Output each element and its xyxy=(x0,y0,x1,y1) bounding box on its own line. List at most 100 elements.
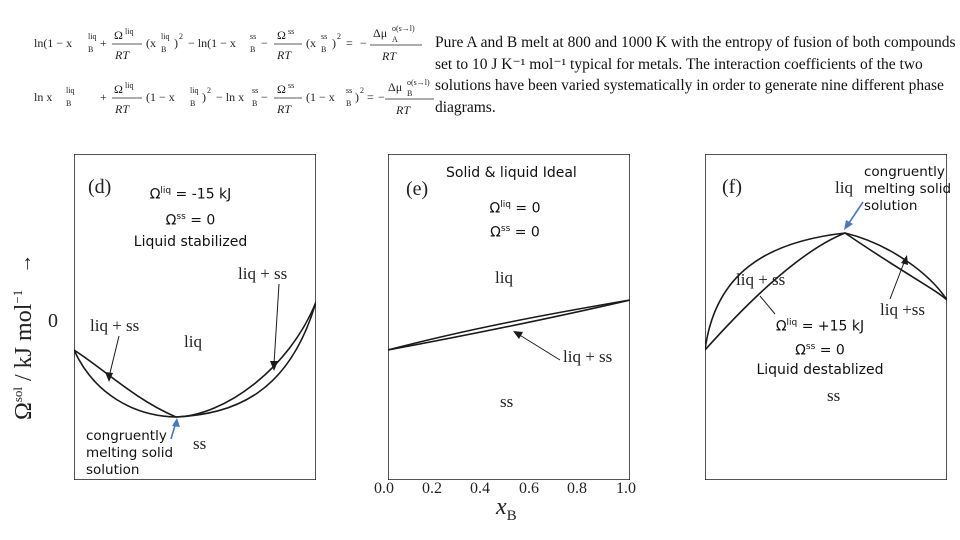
eq1-dmu-sub: A xyxy=(392,35,398,44)
eq2-ss-sup: ss xyxy=(252,86,258,95)
panel-d-omega-ss: Ω xyxy=(165,212,177,229)
eq1-minus-2: − xyxy=(360,36,367,50)
panel-e-liq-ss: liq + ss xyxy=(563,347,613,366)
panel-d-note: Liquid stabilized xyxy=(133,234,248,251)
panel-f-letter: (f) xyxy=(722,176,742,198)
eq2-sq-2: 2 xyxy=(360,86,364,95)
x-tick-2: 0.4 xyxy=(470,480,490,497)
x-axis-label: xB xyxy=(496,494,517,525)
eq1-rt-2: RT xyxy=(276,48,292,62)
eq1-x-sup: liq xyxy=(161,32,169,41)
x-axis-sub: B xyxy=(506,507,517,524)
x-tick-5: 1.0 xyxy=(616,480,636,497)
panel-e-omega-ss: Ω xyxy=(490,224,501,241)
panel-f-upper-curve xyxy=(705,232,947,351)
panel-f-plot xyxy=(705,154,947,480)
panel-f-annotation: Ωliq = +15 kJ Ωss = 0 Liquid destablized xyxy=(745,314,895,379)
eq1-x-2: (x xyxy=(306,36,316,50)
eq1-ln-term: ln(1 − x xyxy=(34,36,72,50)
eq1-x2-sub: B xyxy=(321,45,326,54)
eq2-plus: + xyxy=(100,90,107,104)
panel-f-omega-ss: Ω xyxy=(795,342,806,359)
eq2-sq: 2 xyxy=(207,86,211,95)
panel-d-congruent-note: congruently melting solid solution xyxy=(86,428,173,479)
eq2-paren-2: ) xyxy=(355,90,359,104)
eq1-b-sub: B xyxy=(88,45,93,54)
eq1-omega-ss: Ω xyxy=(277,28,286,42)
panel-d-omega-liq: Ω xyxy=(149,186,161,203)
panel-e-plot xyxy=(388,154,630,480)
eq2-omega-liq: Ω xyxy=(114,82,123,96)
y-axis-omega: Ω xyxy=(11,402,37,420)
panel-d-congruent-1: congruently xyxy=(86,428,167,444)
panel-e-lower-curve xyxy=(388,299,630,351)
eq2-ln-term: ln x xyxy=(34,90,52,104)
panel-f-omega-liq: Ω xyxy=(775,318,787,335)
eq1-sq: 2 xyxy=(179,32,183,41)
eq1-rt-3: RT xyxy=(381,49,397,63)
panel-f-liq-sup: liq xyxy=(786,318,798,328)
panel-d-lower-curve xyxy=(74,301,316,418)
panel-f-congruent-note: congruently melting solid solution xyxy=(864,164,960,215)
eq1-x-sub: B xyxy=(161,45,166,54)
y-axis-rest: / kJ mol xyxy=(11,303,37,387)
equation-2: ln x liq B + Ω liq RT (1 − x liq B ) 2 −… xyxy=(34,78,434,117)
panel-f-congruent-1: congruently xyxy=(864,164,945,180)
eq1-sq-2: 2 xyxy=(337,32,341,41)
panel-f-congruent-2: melting solid xyxy=(864,181,952,197)
eq1-paren: ) xyxy=(174,36,178,50)
eq2-x2-sub: B xyxy=(346,99,351,108)
eq1-ss-sup: ss xyxy=(250,32,256,41)
panel-d-ss-val: = 0 xyxy=(185,212,216,229)
eq1-dmu: Δμ xyxy=(373,26,387,40)
panel-e-arrow xyxy=(517,333,561,361)
eq2-equals: = xyxy=(367,90,374,104)
eq2-omega-liq-sup: liq xyxy=(125,81,133,90)
eq1-equals: = xyxy=(346,36,353,50)
eq2-dmu: Δμ xyxy=(388,80,402,94)
y-axis-sup: sol xyxy=(10,386,25,403)
panel-f-arrow-blue xyxy=(846,201,864,227)
panel-e-title: Solid & liquid Ideal xyxy=(446,165,577,181)
panel-f-liq-ss-right: liq +ss xyxy=(880,300,926,319)
panel-e-upper-curve xyxy=(388,299,630,351)
eq2-paren: ) xyxy=(202,90,206,104)
x-tick-3: 0.6 xyxy=(519,480,539,497)
panel-d-plot xyxy=(74,154,316,480)
panel-f-congruent-3: solution xyxy=(864,198,918,214)
eq2-x-sup: liq xyxy=(190,86,198,95)
panel-d-liq: liq xyxy=(184,332,202,351)
panel-d-liq-val: = -15 kJ xyxy=(171,186,232,203)
y-axis-exp: −1 xyxy=(10,289,25,304)
eq2-dmu-sub: B xyxy=(407,89,412,98)
panel-d-arrow-left xyxy=(108,335,120,378)
panel-f-liq: liq xyxy=(835,178,853,197)
eq2-omega-ss-sup: ss xyxy=(288,81,294,90)
panel-d-annotation: Ωliq = -15 kJ Ωss = 0 Liquid stabilized xyxy=(118,182,263,251)
eq2-one-minus: (1 − x xyxy=(146,90,175,104)
panel-d-arrow-right xyxy=(273,283,280,365)
description-text: Pure A and B melt at 800 and 1000 K with… xyxy=(435,34,956,116)
eq1-minus-ln: − ln(1 − x xyxy=(188,36,236,50)
panel-d-congruent-2: melting solid xyxy=(86,445,174,461)
panel-f-arrow-right xyxy=(889,259,906,300)
panel-e-liq-val: = 0 xyxy=(510,200,541,217)
panel-e-liq: liq xyxy=(495,268,513,287)
equation-block: ln(1 − x liq B + Ω liq RT (x liq B ) 2 −… xyxy=(34,24,434,117)
panel-d-liq-ss-left: liq + ss xyxy=(90,316,140,335)
eq2-minus: − xyxy=(261,90,268,104)
eq1-minus: − xyxy=(261,36,268,50)
eq2-x-sub: B xyxy=(190,99,195,108)
eq1-x: (x xyxy=(146,36,156,50)
x-axis-x: x xyxy=(496,494,507,520)
y-axis-label: Ωsol / kJ mol−1 → xyxy=(10,220,50,420)
panel-f-note: Liquid destablized xyxy=(756,362,884,379)
eq2-x2-sup: ss xyxy=(346,86,352,95)
panel-e-ss: ss xyxy=(500,392,514,411)
panel-f-ss: ss xyxy=(827,386,841,405)
panel-d-ss-sup: ss xyxy=(176,211,186,222)
panel-d-liq-ss-right: liq + ss xyxy=(238,264,288,283)
x-tick-4: 0.8 xyxy=(567,480,587,497)
eq1-omega-liq: Ω xyxy=(114,28,123,42)
panel-f-arrow-left xyxy=(759,295,776,315)
